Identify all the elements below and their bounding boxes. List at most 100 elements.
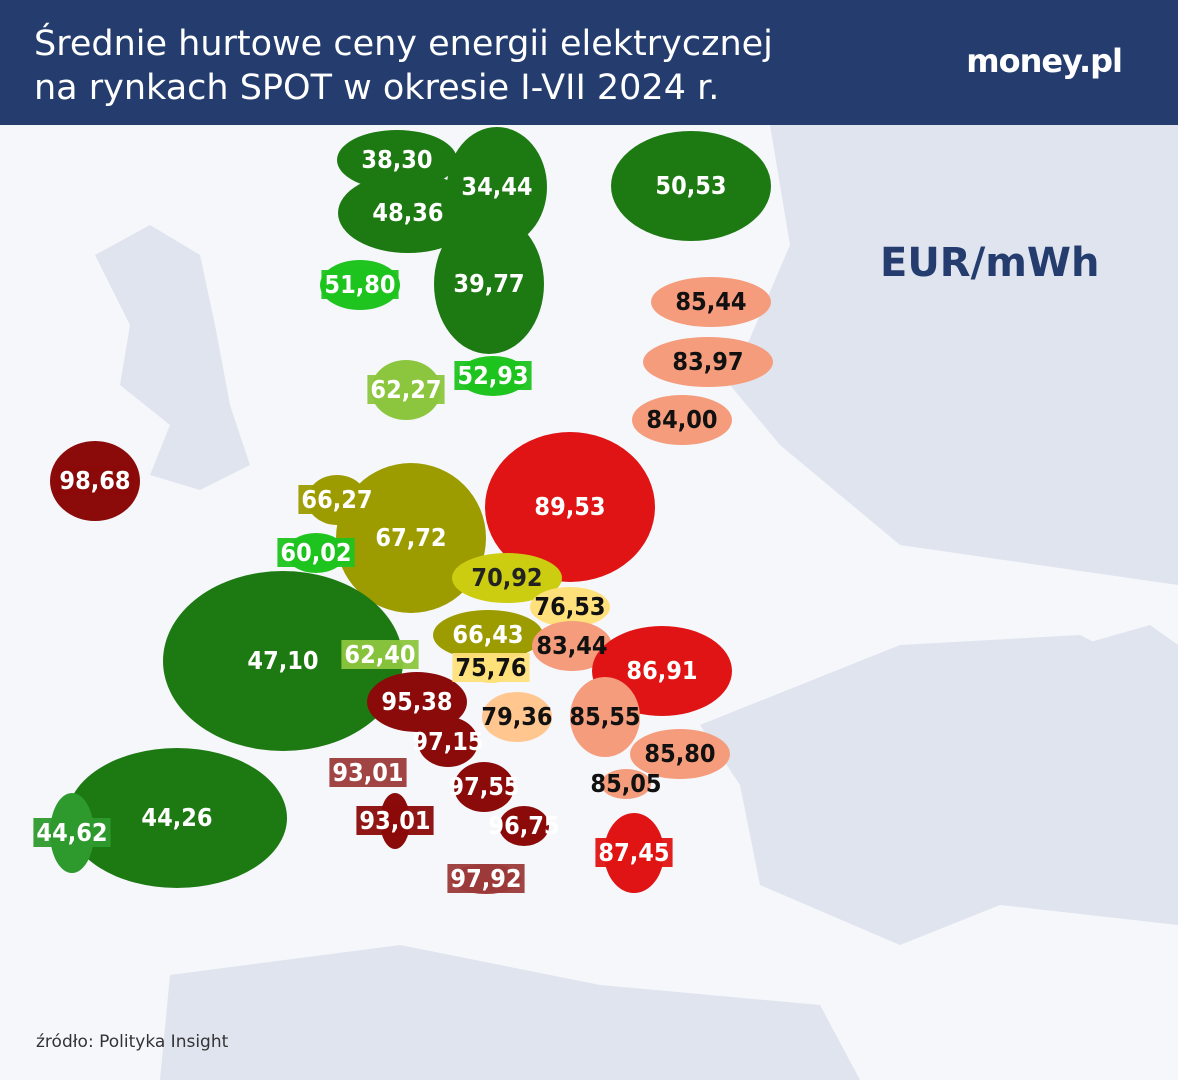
price-label: 85,05 <box>590 769 661 798</box>
price-label: 89,53 <box>534 492 605 521</box>
price-label: 66,43 <box>452 620 523 649</box>
price-label: 85,55 <box>569 702 640 731</box>
price-label: 97,15 <box>412 727 483 756</box>
region-label: 93,01 <box>356 806 434 835</box>
price-label: 93,01 <box>359 806 430 835</box>
price-label: 86,91 <box>626 656 697 685</box>
region-label: 95,38 <box>381 687 452 716</box>
region-label: 96,75 <box>488 811 559 840</box>
country-shape <box>485 432 655 582</box>
country-shape <box>163 571 403 751</box>
country-shape <box>418 717 478 767</box>
label-box <box>277 538 355 567</box>
price-label: 62,27 <box>370 375 441 404</box>
region-label: 97,92 <box>447 864 525 893</box>
title-line: Średnie hurtowe ceny energii elektryczne… <box>34 24 773 64</box>
price-label: 66,27 <box>301 485 372 514</box>
region-label: 83,97 <box>672 347 743 376</box>
region-label: 97,55 <box>448 772 519 801</box>
region-label: 51,80 <box>321 270 399 299</box>
price-label: 48,36 <box>372 198 443 227</box>
label-box <box>329 758 407 787</box>
country-shape <box>447 127 547 247</box>
region-label: 50,53 <box>655 171 726 200</box>
country-shape <box>67 748 287 888</box>
region-label: 79,36 <box>481 702 552 731</box>
country-shape <box>601 769 651 799</box>
label-box <box>33 818 111 847</box>
price-label: 84,00 <box>646 405 717 434</box>
price-label: 98,68 <box>59 466 130 495</box>
label-box <box>341 640 419 669</box>
region-label: 85,80 <box>644 739 715 768</box>
price-label: 93,01 <box>332 758 403 787</box>
region-label: 87,45 <box>595 838 673 867</box>
country-shape <box>367 672 467 732</box>
region-label: 70,92 <box>471 563 542 592</box>
price-label: 52,93 <box>457 361 528 390</box>
label-box <box>356 806 434 835</box>
region-label: 85,55 <box>569 702 640 731</box>
region-label: 83,44 <box>536 631 607 660</box>
price-label: 79,36 <box>481 702 552 731</box>
country-shape <box>482 692 552 742</box>
region-label: 98,68 <box>56 466 134 495</box>
price-label: 96,75 <box>488 811 559 840</box>
region-label: 93,01 <box>329 758 407 787</box>
price-label: 75,76 <box>455 653 526 682</box>
region-label: 44,62 <box>33 818 111 847</box>
label-box <box>447 864 525 893</box>
title: Średnie hurtowe ceny energii elektryczne… <box>34 22 773 110</box>
price-label: 44,62 <box>36 818 107 847</box>
price-label: 50,53 <box>655 171 726 200</box>
label-box <box>452 653 530 682</box>
map: 38,30 48,36 34,44 50,53 51,80 39,77 52,93 62,27… <box>33 125 1178 1080</box>
price-label: 85,44 <box>675 287 746 316</box>
price-label: 85,80 <box>644 739 715 768</box>
country-shape <box>611 131 771 241</box>
country-shape <box>499 806 549 846</box>
title-line: na rynkach SPOT w okresie I-VII 2024 r. <box>34 68 720 108</box>
region-label: 89,53 <box>534 492 605 521</box>
price-label: 70,92 <box>471 563 542 592</box>
region-label: 60,02 <box>277 538 355 567</box>
country-shape <box>433 610 543 660</box>
region-label: 66,43 <box>452 620 523 649</box>
label-box <box>454 361 532 390</box>
country-shape <box>532 621 612 671</box>
country-shape <box>570 677 640 757</box>
source-note: źródło: Polityka Insight <box>36 1032 229 1052</box>
region-label: 75,76 <box>452 653 530 682</box>
country-shape <box>434 214 544 354</box>
price-label: 39,77 <box>453 269 524 298</box>
region-label: 66,27 <box>298 485 376 514</box>
region-label: 62,40 <box>341 640 419 669</box>
region-label: 85,05 <box>590 769 661 798</box>
price-label: 97,92 <box>450 864 521 893</box>
region-label: 62,27 <box>367 375 445 404</box>
price-label: 95,38 <box>381 687 452 716</box>
price-label: 38,30 <box>361 145 432 174</box>
price-label: 34,44 <box>461 172 532 201</box>
price-label: 87,45 <box>598 838 669 867</box>
price-label: 47,10 <box>247 646 318 675</box>
region-label: 67,72 <box>375 523 446 552</box>
land-background <box>95 125 1178 1080</box>
label-box <box>672 287 750 316</box>
brand-logo: money.pl <box>966 42 1123 80</box>
region-label: 84,00 <box>646 405 717 434</box>
country-shape <box>530 587 610 627</box>
price-label: 60,02 <box>280 538 351 567</box>
country-shape <box>630 729 730 779</box>
price-label: 83,44 <box>536 631 607 660</box>
region-label: 39,77 <box>453 269 524 298</box>
price-label: 76,53 <box>534 592 605 621</box>
region-label: 76,53 <box>534 592 605 621</box>
price-label: 51,80 <box>324 270 395 299</box>
header: Średnie hurtowe ceny energii elektryczne… <box>0 0 1178 125</box>
price-label: 83,97 <box>672 347 743 376</box>
region-label: 44,26 <box>141 803 212 832</box>
label-box <box>298 485 376 514</box>
country-shape <box>452 553 562 603</box>
